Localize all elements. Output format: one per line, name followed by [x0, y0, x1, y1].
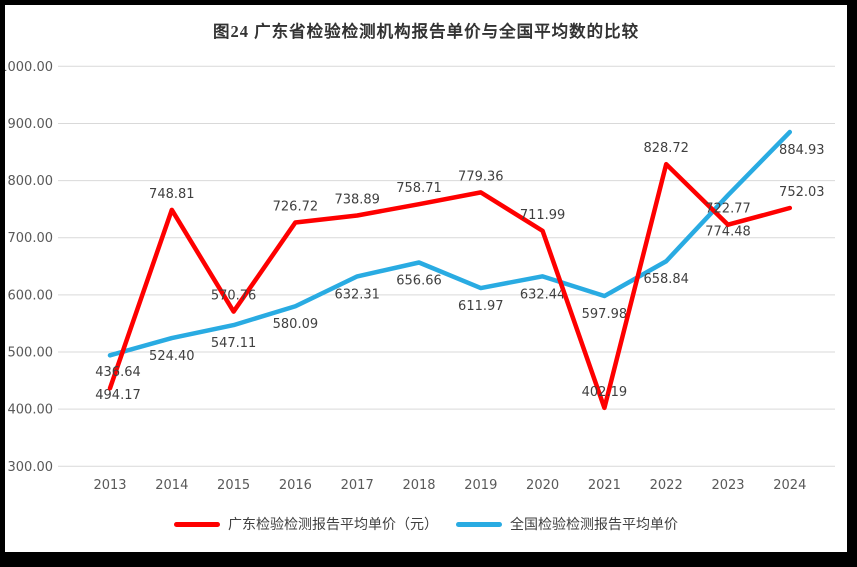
national-series-data-label: 658.84	[643, 272, 689, 287]
y-tick-label: 300.00	[8, 460, 54, 475]
chart-legend: 广东检验检测报告平均单价（元） 全国检验检测报告平均单价	[5, 514, 847, 534]
guangdong-series-data-label: 738.89	[334, 193, 380, 208]
x-tick-label: 2017	[341, 478, 374, 493]
national-series-data-label: 580.09	[273, 317, 319, 332]
y-tick-label: 1000.00	[5, 60, 53, 75]
national-series-line-marker	[456, 521, 502, 527]
guangdong-series-data-label: 828.72	[643, 141, 689, 156]
x-tick-label: 2023	[711, 478, 744, 493]
legend-item-guangdong: 广东检验检测报告平均单价（元）	[174, 514, 438, 534]
y-tick-label: 700.00	[8, 231, 54, 246]
national-series-data-label: 656.66	[396, 273, 442, 288]
line-chart-plot-area: 1000.00 900.00 800.00 700.00 600.00 500.00 400…	[5, 60, 835, 493]
guangdong-series-data-label: 758.71	[396, 181, 442, 196]
legend-item-national: 全国检验检测报告平均单价	[456, 514, 678, 534]
guangdong-series-data-label: 779.36	[458, 169, 504, 184]
national-series-data-label: 547.11	[211, 336, 257, 351]
legend-label-national: 全国检验检测报告平均单价	[510, 517, 678, 533]
y-tick-label: 600.00	[8, 288, 54, 303]
national-series-data-label: 632.31	[334, 287, 380, 302]
guangdong-series-data-label: 402.19	[582, 385, 628, 400]
x-tick-label: 2016	[279, 478, 312, 493]
x-tick-label: 2015	[217, 478, 250, 493]
guangdong-series-data-label: 752.03	[779, 185, 825, 200]
national-series-data-label: 632.44	[520, 287, 566, 302]
y-tick-label: 500.00	[8, 346, 54, 361]
guangdong-series-line	[107, 161, 793, 411]
national-series-data-label: 524.40	[149, 349, 195, 364]
x-tick-label: 2020	[526, 478, 559, 493]
y-tick-label: 400.00	[8, 403, 54, 418]
guangdong-series-data-label: 726.72	[273, 199, 319, 214]
guangdong-series-data-label: 436.64	[95, 365, 141, 380]
national-series-data-label: 884.93	[779, 143, 825, 158]
guangdong-series-data-label: 570.76	[211, 289, 257, 304]
x-tick-label: 2018	[402, 478, 435, 493]
guangdong-series-data-label: 722.77	[705, 202, 751, 217]
national-series-data-label: 494.17	[95, 388, 141, 403]
legend-label-guangdong: 广东检验检测报告平均单价（元）	[228, 517, 438, 533]
national-series-data-label: 597.98	[582, 307, 628, 322]
x-tick-label: 2013	[93, 478, 126, 493]
national-series-data-label: 611.97	[458, 299, 504, 314]
national-series-line	[107, 129, 793, 358]
y-tick-label: 900.00	[8, 117, 54, 132]
x-tick-label: 2024	[773, 478, 806, 493]
guangdong-series-data-label: 748.81	[149, 187, 195, 202]
guangdong-series-line-marker	[174, 521, 220, 527]
guangdong-series-data-label: 711.99	[520, 208, 566, 223]
chart-title: 图24 广东省检验检测机构报告单价与全国平均数的比较	[212, 22, 640, 41]
x-tick-label: 2014	[155, 478, 188, 493]
national-series-data-label: 774.48	[705, 225, 751, 240]
y-tick-label: 800.00	[8, 174, 54, 189]
x-tick-label: 2021	[588, 478, 621, 493]
x-tick-label: 2019	[464, 478, 497, 493]
x-tick-label: 2022	[650, 478, 683, 493]
chart-card: 图24 广东省检验检测机构报告单价与全国平均数的比较 1000.00 900.00…	[5, 5, 847, 552]
